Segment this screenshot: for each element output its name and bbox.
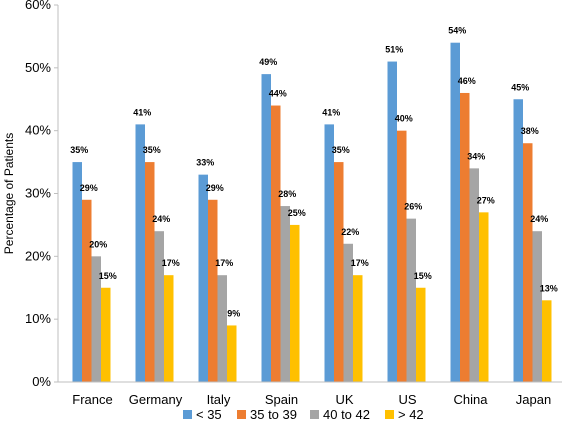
legend-swatch	[237, 410, 246, 419]
legend: < 35 35 to 39 40 to 42 > 42	[183, 407, 424, 422]
x-axis-category-labels: France Germany Italy Spain UK US China Japan	[72, 392, 551, 407]
bar	[198, 174, 208, 382]
data-label: 33%	[196, 158, 214, 168]
bar	[469, 168, 479, 382]
y-tick-label: 40%	[25, 123, 51, 138]
x-tick-label: China	[454, 392, 489, 407]
data-label: 41%	[133, 107, 151, 117]
y-tick-label: 0%	[32, 374, 51, 389]
bar	[164, 275, 174, 382]
bar	[387, 61, 397, 383]
legend-label: 40 to 42	[323, 407, 370, 422]
bar	[227, 325, 237, 382]
data-label: 22%	[341, 227, 359, 237]
data-label: 40%	[395, 114, 413, 124]
bar	[154, 231, 164, 382]
y-tick-label: 10%	[25, 311, 51, 326]
data-label: 35%	[143, 145, 161, 155]
data-label: 27%	[477, 195, 495, 205]
y-tick-label: 30%	[25, 186, 51, 201]
data-label: 29%	[206, 183, 224, 193]
legend-swatch	[385, 410, 394, 419]
data-label: 17%	[351, 258, 369, 268]
y-axis-ticks: 0% 10% 20% 30% 40% 50% 60%	[25, 0, 58, 389]
legend-label: < 35	[196, 407, 222, 422]
bar	[72, 162, 82, 382]
bar	[542, 300, 552, 382]
data-label: 26%	[404, 202, 422, 212]
legend-swatch	[310, 410, 319, 419]
bar	[532, 231, 542, 382]
data-label: 24%	[530, 214, 548, 224]
x-tick-label: UK	[335, 392, 353, 407]
data-label: 17%	[162, 258, 180, 268]
bar	[523, 143, 533, 382]
data-label: 35%	[70, 145, 88, 155]
bar	[479, 212, 489, 382]
bar	[334, 162, 344, 382]
y-tick-label: 20%	[25, 248, 51, 263]
data-label: 38%	[521, 126, 539, 136]
y-tick-label: 60%	[25, 0, 51, 12]
bar	[145, 162, 155, 382]
bar	[135, 124, 145, 382]
bar	[324, 124, 334, 382]
bar	[450, 42, 460, 382]
data-label: 51%	[385, 45, 403, 55]
bar	[82, 199, 92, 382]
bar	[208, 199, 218, 382]
data-label: 25%	[288, 208, 306, 218]
bar	[280, 206, 290, 382]
data-label: 9%	[227, 308, 240, 318]
y-axis-title: Percentage of Patients	[2, 133, 16, 254]
x-tick-label: US	[398, 392, 416, 407]
data-label: 24%	[152, 214, 170, 224]
bar	[101, 287, 111, 382]
x-tick-label: Italy	[207, 392, 231, 407]
bars	[72, 42, 552, 383]
y-tick-label: 50%	[25, 60, 51, 75]
data-label: 17%	[215, 258, 233, 268]
data-label: 44%	[269, 89, 287, 99]
bar	[261, 74, 271, 382]
data-label: 29%	[80, 183, 98, 193]
bar	[290, 224, 300, 382]
data-label: 13%	[540, 283, 558, 293]
data-label: 49%	[259, 57, 277, 67]
data-label: 54%	[448, 26, 466, 36]
bar	[271, 105, 281, 383]
bar	[460, 92, 470, 382]
bar	[513, 99, 523, 382]
data-label: 20%	[89, 239, 107, 249]
data-label: 34%	[467, 151, 485, 161]
data-label: 28%	[278, 189, 296, 199]
legend-label: > 42	[398, 407, 424, 422]
bar	[406, 218, 416, 382]
x-tick-label: Germany	[129, 392, 183, 407]
x-tick-label: Japan	[516, 392, 551, 407]
data-label: 46%	[458, 76, 476, 86]
bar	[397, 130, 407, 382]
data-label: 41%	[322, 107, 340, 117]
data-label: 45%	[511, 82, 529, 92]
bar	[91, 256, 101, 382]
bar	[416, 287, 426, 382]
x-tick-label: France	[72, 392, 112, 407]
bar	[353, 275, 363, 382]
x-tick-label: Spain	[265, 392, 298, 407]
data-label: 35%	[332, 145, 350, 155]
data-labels: 35% 29% 20% 15% 41% 35% 24% 17% 33% 29% 17% 9% 49% 44…	[70, 26, 558, 319]
data-label: 15%	[99, 271, 117, 281]
bar	[217, 275, 227, 382]
bar	[343, 243, 353, 382]
legend-label: 35 to 39	[250, 407, 297, 422]
legend-swatch	[183, 410, 192, 419]
data-label: 15%	[414, 271, 432, 281]
